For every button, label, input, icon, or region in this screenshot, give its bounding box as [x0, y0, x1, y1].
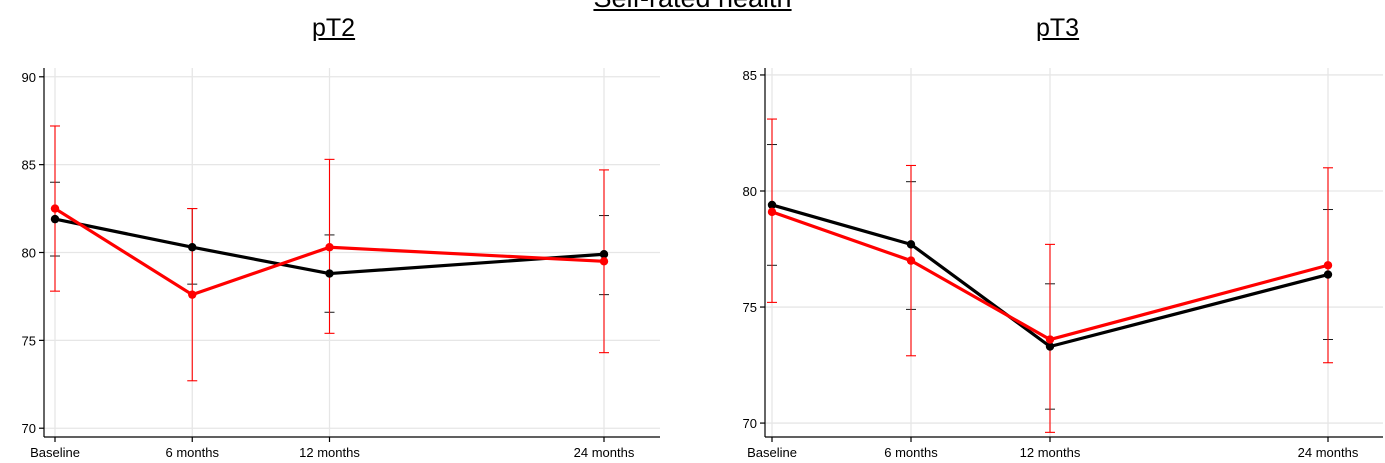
chart-panel-pt3: 70 75 80 85 Baseline 6 months 12 months 24 mont…	[743, 68, 1383, 460]
y-tick-label-80: 80	[743, 184, 757, 199]
panel-title-pt3: pT3	[1036, 14, 1080, 42]
figure-title: Self-rated health	[0, 0, 1385, 14]
data-point-black-3	[1323, 270, 1333, 279]
series-line-black	[771, 203, 1329, 349]
x-tick-label-1: 6 months	[166, 445, 220, 460]
series-line-black	[54, 217, 605, 276]
series-line-red	[54, 207, 605, 297]
y-tick-label-75: 75	[22, 333, 36, 348]
x-tick-label-1: 6 months	[884, 445, 938, 460]
data-point-black-2	[1045, 342, 1055, 351]
series-line-red	[771, 210, 1329, 342]
data-point-black-1	[188, 243, 197, 252]
x-tick-label-3: 24 months	[574, 445, 635, 460]
data-point-black-3	[599, 250, 609, 259]
y-tick-label-80: 80	[22, 246, 36, 261]
data-point-red-1	[188, 290, 197, 299]
x-tick-label-0: Baseline	[30, 445, 80, 460]
x-tick-label-3: 24 months	[1298, 445, 1359, 460]
y-tick-label-70: 70	[743, 416, 757, 431]
data-point-black-0	[767, 200, 777, 210]
panel-title-pt2: pT2	[312, 14, 356, 42]
x-tick-label-2: 12 months	[1020, 445, 1081, 460]
data-point-red-0	[767, 207, 777, 217]
data-point-red-1	[906, 256, 916, 265]
data-point-red-3	[599, 257, 609, 266]
y-tick-label-90: 90	[22, 70, 36, 85]
y-tick-label-85: 85	[22, 158, 36, 173]
x-tick-label-0: Baseline	[747, 445, 797, 460]
data-point-red-3	[1323, 261, 1333, 270]
x-tick-label-2: 12 months	[299, 445, 360, 460]
chart-panel-pt2: 70 75 80 85 90 Baseline 6 months 12 months 24 mo…	[22, 68, 660, 460]
data-point-black-0	[50, 214, 60, 224]
data-point-red-0	[50, 204, 60, 213]
data-point-red-2	[1045, 335, 1055, 344]
y-tick-label-75: 75	[743, 300, 757, 315]
y-tick-label-70: 70	[22, 421, 36, 436]
y-tick-label-85: 85	[743, 68, 757, 83]
data-point-red-2	[325, 243, 334, 252]
data-point-black-1	[906, 240, 916, 249]
data-point-black-2	[325, 269, 334, 278]
